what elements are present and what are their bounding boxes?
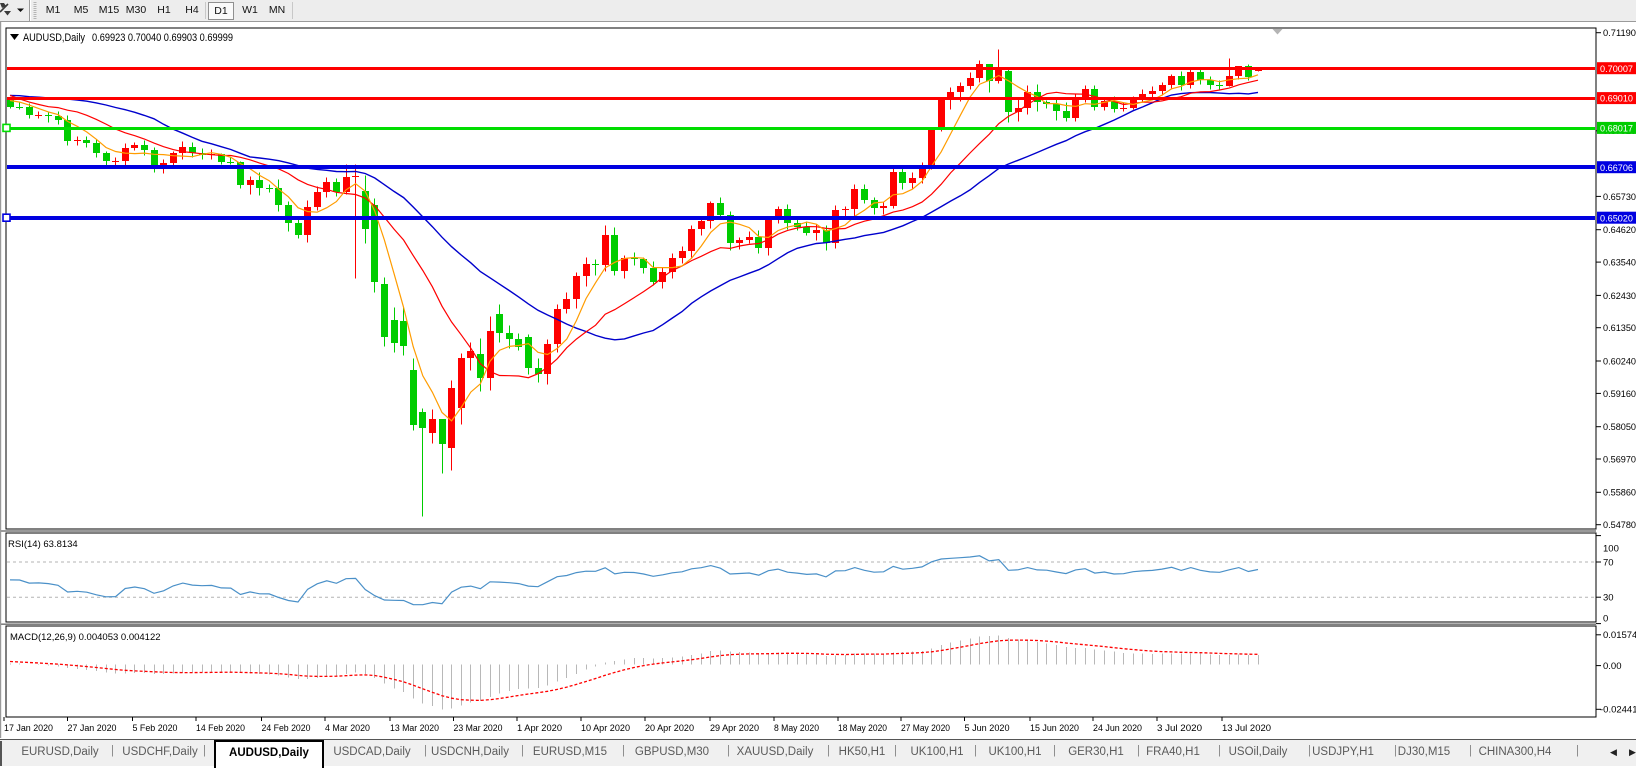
svg-text:15 Jun 2020: 15 Jun 2020 <box>1030 723 1079 734</box>
svg-text:0.65020: 0.65020 <box>1600 213 1633 224</box>
svg-text:0: 0 <box>1603 613 1608 624</box>
svg-text:0.62430: 0.62430 <box>1603 291 1636 302</box>
svg-text:0.71190: 0.71190 <box>1603 28 1636 39</box>
svg-text:4 Mar 2020: 4 Mar 2020 <box>325 723 370 734</box>
svg-text:0.64620: 0.64620 <box>1603 225 1636 236</box>
svg-text:MACD(12,26,9) 0.004053 0.00412: MACD(12,26,9) 0.004053 0.004122 <box>10 632 161 643</box>
svg-text:10 Apr 2020: 10 Apr 2020 <box>581 723 630 734</box>
svg-text:18 May 2020: 18 May 2020 <box>838 723 887 734</box>
svg-text:0.015741: 0.015741 <box>1603 630 1636 641</box>
svg-text:24 Feb 2020: 24 Feb 2020 <box>262 723 311 734</box>
svg-text:0.65730: 0.65730 <box>1603 192 1636 203</box>
svg-text:RSI(14) 63.8134: RSI(14) 63.8134 <box>8 539 78 550</box>
svg-text:0.69923 0.70040 0.69903 0.6999: 0.69923 0.70040 0.69903 0.69999 <box>92 32 233 44</box>
svg-text:13 Jul 2020: 13 Jul 2020 <box>1222 723 1271 734</box>
svg-text:0.70007: 0.70007 <box>1600 64 1633 75</box>
svg-text:20 Apr 2020: 20 Apr 2020 <box>645 723 694 734</box>
svg-text:0.69010: 0.69010 <box>1600 94 1633 105</box>
svg-text:13 Mar 2020: 13 Mar 2020 <box>390 723 439 734</box>
svg-text:5 Jun 2020: 5 Jun 2020 <box>965 723 1010 734</box>
svg-text:8 May 2020: 8 May 2020 <box>774 723 819 734</box>
svg-text:27 Jan 2020: 27 Jan 2020 <box>68 723 117 734</box>
svg-text:14 Feb 2020: 14 Feb 2020 <box>196 723 245 734</box>
svg-text:3 Jul 2020: 3 Jul 2020 <box>1157 723 1202 734</box>
svg-text:23 Mar 2020: 23 Mar 2020 <box>454 723 503 734</box>
svg-text:0.55860: 0.55860 <box>1603 488 1636 499</box>
svg-text:0.68017: 0.68017 <box>1600 124 1633 135</box>
svg-text:17 Jan 2020: 17 Jan 2020 <box>4 723 53 734</box>
svg-text:5 Feb 2020: 5 Feb 2020 <box>133 723 178 734</box>
svg-text:29 Apr 2020: 29 Apr 2020 <box>710 723 759 734</box>
svg-text:AUDUSD,Daily: AUDUSD,Daily <box>23 32 85 44</box>
svg-text:0.60240: 0.60240 <box>1603 356 1636 367</box>
svg-text:27 May 2020: 27 May 2020 <box>901 723 950 734</box>
svg-text:0.66706: 0.66706 <box>1600 163 1633 174</box>
svg-text:0.54780: 0.54780 <box>1603 520 1636 531</box>
svg-text:-0.02441: -0.02441 <box>1600 705 1636 716</box>
svg-text:100: 100 <box>1603 543 1619 554</box>
svg-text:0.61350: 0.61350 <box>1603 323 1636 334</box>
svg-text:70: 70 <box>1603 557 1614 568</box>
svg-text:30: 30 <box>1603 593 1614 604</box>
svg-text:0.63540: 0.63540 <box>1603 258 1636 269</box>
svg-text:24 Jun 2020: 24 Jun 2020 <box>1093 723 1142 734</box>
svg-text:1 Apr 2020: 1 Apr 2020 <box>517 723 562 734</box>
svg-text:0.59160: 0.59160 <box>1603 389 1636 400</box>
svg-text:0.00: 0.00 <box>1603 661 1622 672</box>
svg-text:0.58050: 0.58050 <box>1603 422 1636 433</box>
svg-text:0.56970: 0.56970 <box>1603 454 1636 465</box>
